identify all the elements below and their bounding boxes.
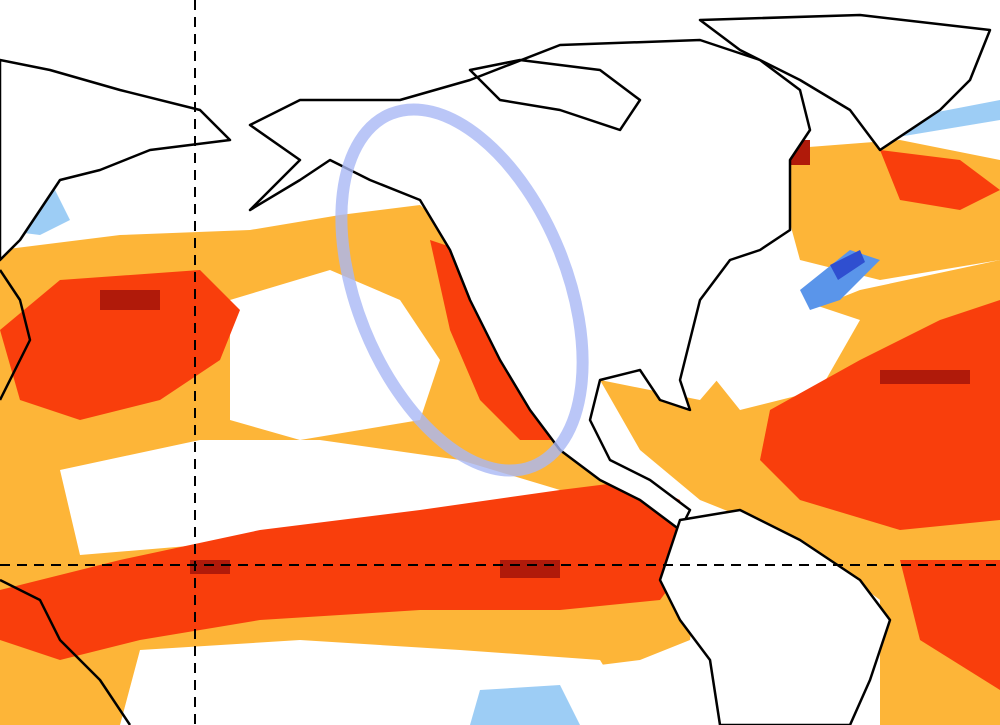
greenland bbox=[698, 13, 992, 152]
south-america bbox=[658, 508, 892, 725]
equatorial-red bbox=[0, 480, 690, 660]
dark-red-3 bbox=[500, 560, 560, 578]
dark-red-4 bbox=[880, 370, 970, 384]
west-pacific-red bbox=[0, 270, 240, 420]
south-atlantic-red bbox=[900, 560, 1000, 690]
arctic-islands bbox=[468, 58, 642, 132]
dark-red-2 bbox=[190, 560, 230, 574]
atlantic-red bbox=[760, 300, 1000, 530]
indonesia-coast bbox=[0, 578, 132, 725]
dark-red-1 bbox=[100, 290, 160, 310]
highlight-outline bbox=[335, 103, 589, 477]
pacific-neutral bbox=[230, 270, 440, 440]
north-atlantic-red bbox=[880, 150, 1000, 210]
asia-north bbox=[0, 58, 232, 262]
asia-coast bbox=[0, 269, 32, 401]
cool-atlantic-core bbox=[830, 250, 865, 280]
subtropic-neutral bbox=[60, 440, 560, 555]
north-america bbox=[248, 38, 812, 532]
cool-south bbox=[470, 685, 580, 725]
